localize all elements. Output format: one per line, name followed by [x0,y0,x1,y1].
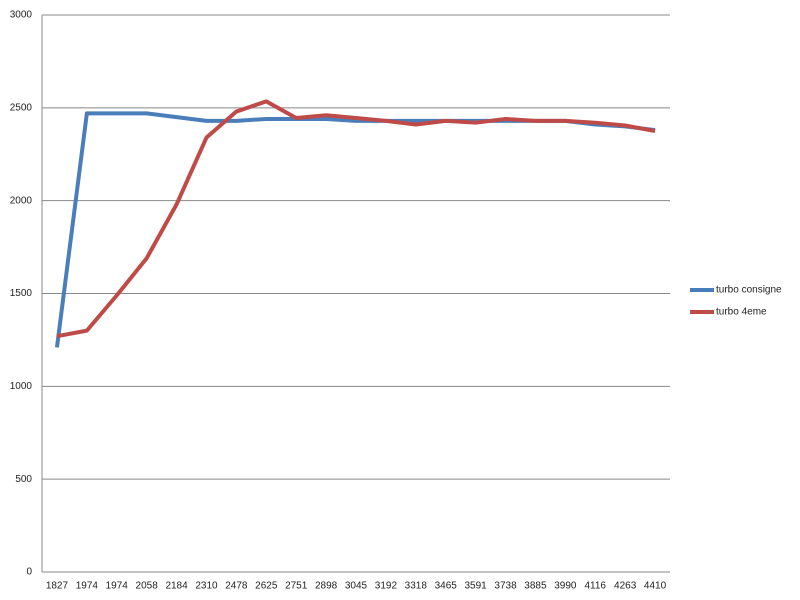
x-tick-label: 3738 [494,581,517,592]
y-tick-label: 0 [26,567,32,578]
x-tick-label: 2625 [255,581,278,592]
line-series [54,111,656,348]
y-tick-label: 2000 [10,195,33,206]
y-tick-label: 1000 [10,381,33,392]
x-tick-label: 2184 [165,581,188,592]
x-tick-label: 1974 [76,581,99,592]
x-tick-label: 2478 [225,581,248,592]
x-tick-label: 1974 [106,581,129,592]
x-tick-label: 4263 [614,581,637,592]
x-tick-label: 3885 [524,581,547,592]
legend-label: turbo 4eme [716,307,767,318]
line-series [56,99,656,339]
x-tick-label: 2310 [195,581,218,592]
x-tick-label: 3465 [435,581,458,592]
x-tick-label: 2751 [285,581,308,592]
x-tick-label: 2898 [315,581,338,592]
x-tick-label: 3990 [554,581,577,592]
x-tick-label: 4410 [644,581,667,592]
x-tick-label: 1827 [46,581,69,592]
y-tick-label: 2500 [10,102,33,113]
y-tick-label: 1500 [10,288,33,299]
x-tick-label: 3192 [375,581,398,592]
legend-label: turbo consigne [716,285,782,296]
y-tick-label: 3000 [10,10,33,21]
x-tick-label: 3591 [464,581,487,592]
x-tick-label: 3045 [345,581,368,592]
x-tick-label: 4116 [584,581,606,592]
y-tick-label: 500 [15,474,32,485]
x-tick-label: 3318 [405,581,428,592]
x-tick-label: 2058 [136,581,159,592]
